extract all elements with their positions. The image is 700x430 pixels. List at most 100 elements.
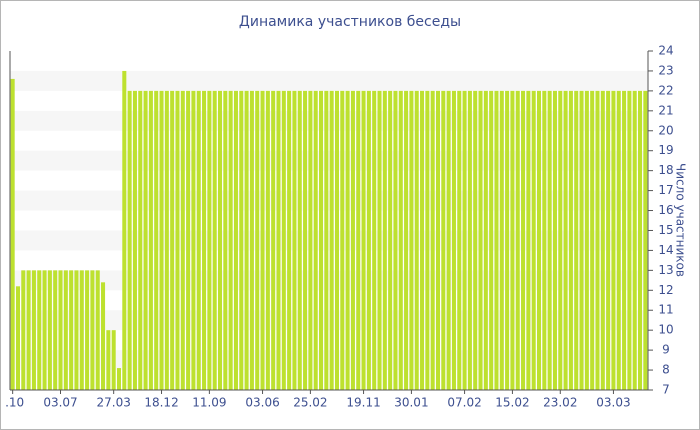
bar <box>350 90 355 390</box>
bar <box>579 90 584 390</box>
bar <box>393 90 398 390</box>
bar <box>643 90 648 390</box>
bar <box>356 90 361 390</box>
chart-title: Динамика участников беседы <box>239 14 461 30</box>
bar <box>574 90 579 390</box>
bar <box>536 90 542 390</box>
y-tick-label: 9 <box>662 343 670 357</box>
y-tick-label: 11 <box>658 303 673 317</box>
bar <box>207 90 212 390</box>
bar <box>132 90 137 390</box>
bar <box>590 90 595 390</box>
bar <box>478 90 483 390</box>
bar <box>148 90 153 390</box>
bar <box>47 270 52 390</box>
bar <box>467 90 472 390</box>
bar <box>217 90 223 390</box>
bar <box>616 90 621 390</box>
bar <box>101 282 106 390</box>
bar <box>74 270 79 390</box>
bar <box>31 270 36 390</box>
bar <box>494 90 499 390</box>
bar <box>212 90 217 390</box>
bar <box>239 90 244 390</box>
bar <box>308 90 313 390</box>
bar <box>122 70 127 391</box>
grid-band <box>10 110 648 131</box>
bar <box>441 90 446 390</box>
x-tick-label: 19.11 <box>346 396 380 410</box>
bar <box>473 90 478 390</box>
bar <box>505 90 510 390</box>
bar <box>10 78 15 390</box>
bar <box>568 90 573 390</box>
bar <box>483 90 488 390</box>
grid-band <box>10 230 648 251</box>
y-tick-label: 18 <box>658 163 673 177</box>
bar <box>180 90 185 390</box>
x-tick-label: 23.02 <box>543 396 577 410</box>
bar <box>313 90 318 390</box>
bar <box>531 90 536 390</box>
y-tick-label: 12 <box>658 283 673 297</box>
bar <box>196 90 201 390</box>
bar <box>260 90 265 390</box>
y-tick-label: 23 <box>658 63 673 77</box>
y-tick-label: 19 <box>658 143 673 157</box>
bar <box>345 90 350 390</box>
bar <box>451 90 456 390</box>
x-tick-label: 27.03 <box>96 396 130 410</box>
bar <box>622 90 627 390</box>
bar <box>175 90 180 390</box>
bar <box>366 90 371 390</box>
grid-band <box>10 270 648 291</box>
x-tick-label: 03.07 <box>43 396 77 410</box>
bar <box>388 90 393 390</box>
bar <box>425 90 430 390</box>
bar <box>111 330 116 390</box>
x-tick-label: 25.02 <box>293 396 327 410</box>
bar <box>90 270 95 390</box>
bar <box>143 90 148 390</box>
bar <box>361 90 366 390</box>
y-tick-label: 13 <box>658 263 673 277</box>
bar <box>409 90 414 390</box>
bar <box>515 90 520 390</box>
bar <box>632 90 637 390</box>
bar <box>584 90 589 390</box>
grid-band <box>10 70 648 91</box>
bar <box>547 90 552 390</box>
bar <box>233 90 238 390</box>
bar <box>191 90 196 390</box>
bar <box>26 270 31 390</box>
bar <box>329 90 334 390</box>
bar <box>600 90 605 390</box>
y-tick-label: 20 <box>658 123 673 137</box>
bar <box>324 90 329 390</box>
bar <box>159 90 164 390</box>
bar <box>79 270 84 390</box>
bar <box>127 90 132 390</box>
bar <box>116 368 122 390</box>
bar <box>42 270 47 390</box>
bar <box>271 90 276 390</box>
bar <box>228 90 233 390</box>
bar <box>420 90 425 390</box>
bar <box>37 270 42 390</box>
bar <box>606 90 611 390</box>
bar <box>499 90 504 390</box>
bar <box>542 90 547 390</box>
y-tick-label: 15 <box>658 223 673 237</box>
bar <box>164 90 169 390</box>
bar <box>244 90 249 390</box>
bar <box>287 90 292 390</box>
y-tick-label: 22 <box>658 83 673 97</box>
bar <box>69 270 74 390</box>
bar <box>21 270 26 390</box>
bar <box>255 90 260 390</box>
bar <box>627 90 632 390</box>
bar <box>446 90 451 390</box>
bar <box>265 90 270 390</box>
